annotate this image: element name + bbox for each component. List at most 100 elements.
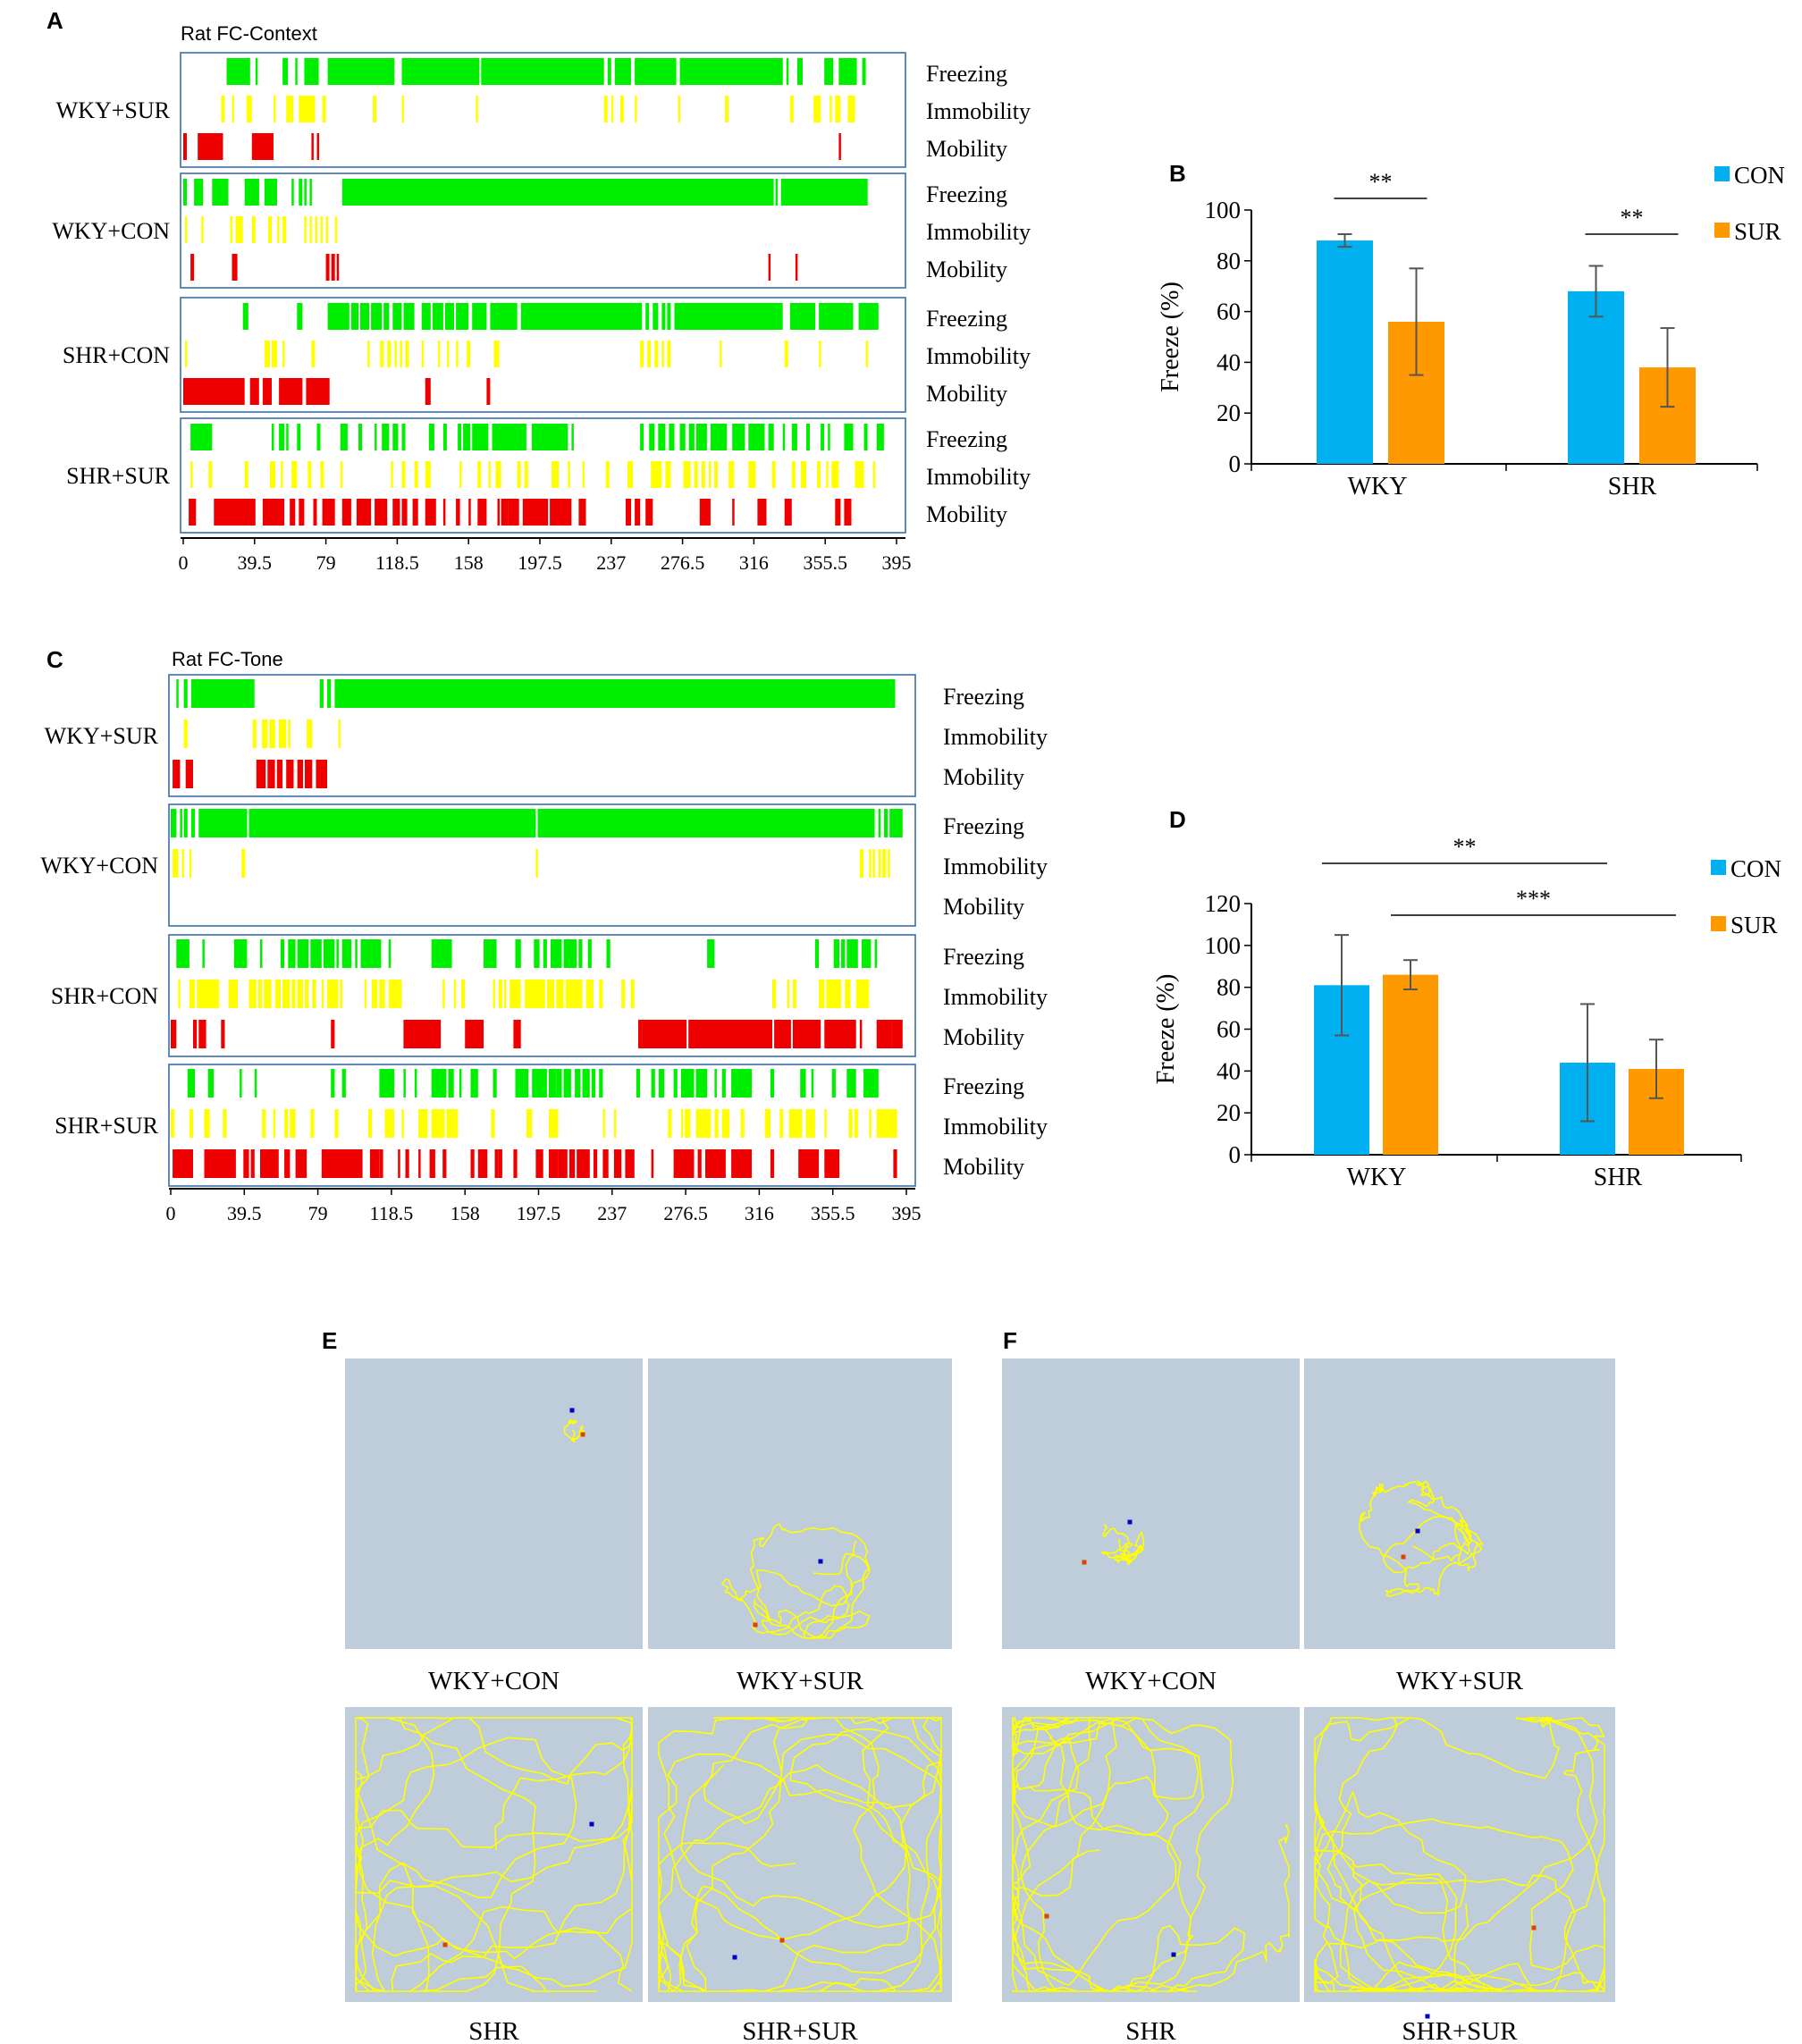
freezing-bout: [382, 424, 390, 450]
immobility-bout: [373, 96, 377, 122]
immobility-bout: [340, 461, 343, 488]
mobility-bout: [189, 499, 197, 526]
mobility-bout: [306, 378, 330, 405]
mobility-bout: [456, 499, 459, 526]
immobility-bout: [431, 1109, 445, 1138]
ethogram-group-label: SHR+SUR: [66, 463, 170, 489]
track-label: SHR+SUR: [742, 2017, 858, 2044]
immobility-bout: [189, 980, 196, 1008]
immobility-bout: [526, 1109, 533, 1138]
track-label: WKY+CON: [428, 1667, 560, 1695]
significance-label: **: [1453, 834, 1477, 860]
mobility-bout: [331, 254, 335, 281]
mobility-bout: [299, 499, 305, 526]
immobility-bout: [309, 216, 312, 243]
mobility-bout: [262, 499, 285, 526]
freezing-bout: [323, 939, 335, 968]
freezing-bout: [472, 303, 487, 330]
immobility-bout: [262, 719, 268, 748]
bar-y-tick-label: 20: [1217, 1099, 1241, 1126]
legend-b-sur-swatch: [1714, 223, 1730, 238]
freezing-bout: [341, 179, 774, 206]
freezing-bout: [667, 303, 671, 330]
immobility-bout: [599, 980, 603, 1008]
freezing-bout: [286, 424, 289, 450]
immobility-bout: [248, 980, 257, 1008]
freezing-bout: [355, 939, 358, 968]
immobility-bout: [728, 461, 735, 488]
freezing-bout: [291, 179, 294, 206]
freezing-bout: [432, 303, 443, 330]
immobility-bout: [603, 96, 608, 122]
immobility-bout: [171, 1109, 175, 1138]
freezing-bout: [645, 303, 650, 330]
immobility-bout: [582, 461, 585, 488]
track-marker: [580, 1432, 585, 1437]
immobility-bout: [322, 96, 326, 122]
freezing-bout: [844, 424, 854, 450]
mobility-bout: [412, 499, 418, 526]
freezing-bout: [821, 424, 825, 450]
immobility-bout: [270, 461, 276, 488]
track-marker: [569, 1408, 575, 1413]
freezing-bout: [458, 424, 462, 450]
legend-d-con-swatch: [1711, 860, 1726, 875]
ethogram-row-label: Immobility: [926, 464, 1031, 490]
legend-b-con-swatch: [1714, 166, 1730, 181]
freezing-bout: [838, 58, 857, 85]
ethogram-frame-shr-con: [168, 934, 916, 1057]
mobility-bout: [645, 499, 653, 526]
immobility-bout: [334, 216, 338, 243]
freezing-bout: [800, 1069, 806, 1098]
freezing-bout: [304, 179, 307, 206]
mobility-bout: [535, 1149, 543, 1178]
track-label: WKY+SUR: [1396, 1667, 1524, 1695]
freezing-bout: [341, 939, 352, 968]
mobility-bout: [316, 133, 319, 160]
mobility-bout: [626, 499, 632, 526]
freezing-bout: [336, 939, 339, 968]
immobility-bout: [869, 1109, 872, 1138]
freezing-bout: [279, 424, 285, 450]
immobility-bout: [273, 1109, 276, 1138]
track-label: WKY+SUR: [737, 1667, 864, 1695]
mobility-bout: [642, 1020, 687, 1048]
ethogram-group-label: SHR+SUR: [55, 1113, 158, 1139]
freezing-bout: [319, 679, 324, 708]
immobility-bout: [549, 1109, 559, 1138]
immobility-bout: [189, 1109, 193, 1138]
immobility-bout: [694, 461, 698, 488]
track-marker: [732, 1955, 737, 1960]
immobility-bout: [228, 980, 238, 1008]
freezing-bout: [669, 424, 675, 450]
freezing-bout: [316, 424, 321, 450]
immobility-bout: [493, 341, 500, 367]
immobility-bout: [282, 980, 291, 1008]
freezing-bout: [884, 809, 888, 837]
immobility-bout: [246, 96, 252, 122]
mobility-bout: [379, 1149, 383, 1178]
immobility-bout: [181, 849, 184, 878]
mobility-bout: [891, 1020, 903, 1048]
freezing-bout: [340, 424, 348, 450]
ethogram-x-tick-label: 158: [450, 1202, 480, 1224]
ethogram-frame-wky-con: [180, 172, 906, 289]
freezing-bout: [264, 179, 277, 206]
legend-d-sur-label: SUR: [1730, 912, 1778, 938]
panel-c-title: Rat FC-Tone: [172, 648, 283, 670]
freezing-bout: [190, 424, 213, 450]
track-label: SHR: [468, 2017, 519, 2044]
freezing-bout: [587, 939, 592, 968]
immobility-bout: [387, 341, 392, 367]
ethogram-context: WKY+SUR Freezing Immobility Mobility WKY+CON…: [52, 52, 1031, 574]
freezing-bout: [190, 809, 196, 837]
mobility-bout: [316, 760, 327, 788]
immobility-bout: [800, 461, 806, 488]
mobility-bout: [190, 254, 195, 281]
arena-f-shr-sur: [1304, 1707, 1615, 2002]
bar-y-tick-label: 120: [1205, 890, 1242, 917]
freezing-bout: [431, 1069, 447, 1098]
mobility-bout: [578, 499, 586, 526]
ethogram-group-label: WKY+CON: [40, 853, 158, 879]
